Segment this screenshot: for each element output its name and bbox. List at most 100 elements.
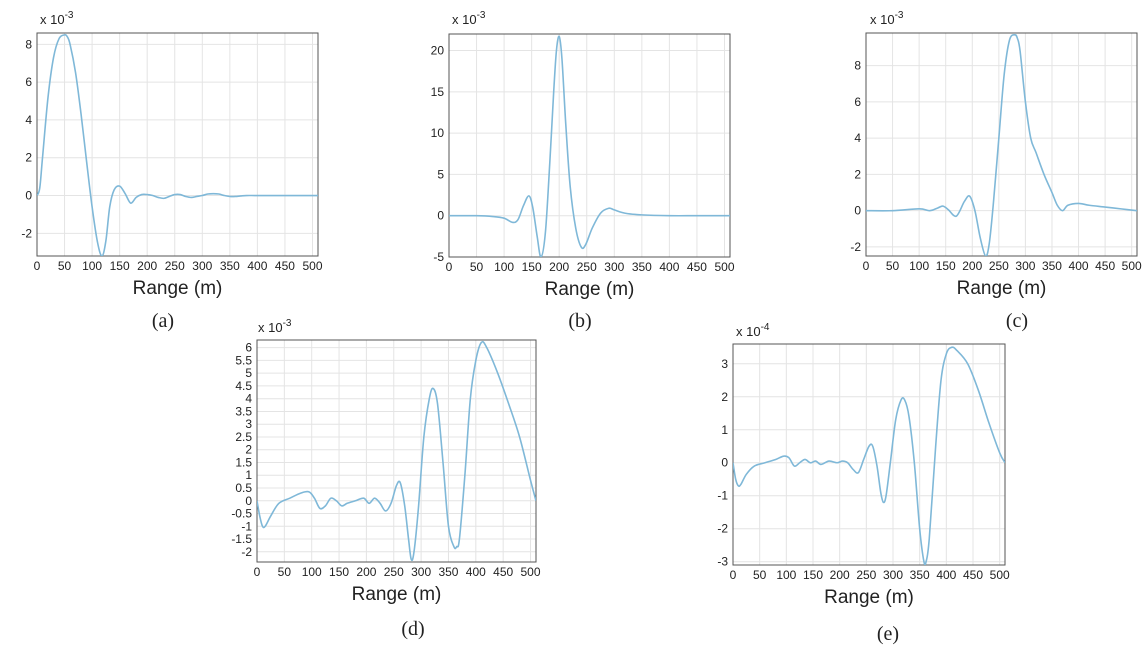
y-tick-label: 10 bbox=[431, 126, 445, 140]
x-tick-label: 100 bbox=[302, 565, 322, 579]
plot-area bbox=[37, 33, 318, 256]
grid bbox=[256, 340, 536, 562]
plot-area bbox=[257, 340, 536, 562]
x-tick-label: 350 bbox=[438, 565, 458, 579]
axes-frame bbox=[256, 339, 537, 563]
x-tick-label: 0 bbox=[863, 259, 870, 273]
y-exponent-label: x 10-4 bbox=[736, 322, 770, 339]
x-tick-label: 200 bbox=[830, 568, 850, 582]
y-tick-label: 0.5 bbox=[235, 481, 252, 495]
x-tick-label: 150 bbox=[110, 259, 130, 273]
panel-label: (b) bbox=[568, 310, 591, 332]
x-tick-label: 400 bbox=[1069, 259, 1089, 273]
plot-area bbox=[866, 33, 1137, 256]
x-tick-label: 450 bbox=[275, 259, 295, 273]
x-tick-label: 0 bbox=[446, 260, 453, 274]
x-tick-label: 0 bbox=[34, 259, 41, 273]
y-tick-label: -2 bbox=[717, 522, 728, 536]
y-exponent-label: x 10-3 bbox=[870, 10, 904, 27]
y-tick-label: 15 bbox=[431, 85, 445, 99]
x-tick-label: 450 bbox=[1095, 259, 1115, 273]
x-tick-label: 500 bbox=[714, 260, 734, 274]
y-tick-label: -2 bbox=[21, 226, 32, 240]
y-tick-label: -1 bbox=[241, 519, 252, 533]
y-tick-label: 2 bbox=[25, 151, 32, 165]
x-tick-label: 100 bbox=[776, 568, 796, 582]
x-tick-label: 500 bbox=[990, 568, 1010, 582]
series-line bbox=[733, 346, 1005, 565]
axes-frame bbox=[865, 32, 1138, 257]
y-tick-label: -2 bbox=[850, 240, 861, 254]
chart-panel-a: 0 50 100 150 200 250 300 350 400 450 500 -2 0 2 4 6 8 x 1… bbox=[21, 10, 322, 332]
x-tick-label: 200 bbox=[549, 260, 569, 274]
x-tick-label: 500 bbox=[1122, 259, 1142, 273]
x-tick-label: 250 bbox=[856, 568, 876, 582]
series-line bbox=[37, 34, 318, 256]
x-tick-label: 150 bbox=[522, 260, 542, 274]
y-tick-label: 6 bbox=[854, 95, 861, 109]
y-tick-label: 4 bbox=[25, 113, 32, 127]
x-tick-label: 100 bbox=[82, 259, 102, 273]
y-tick-label: -3 bbox=[717, 555, 728, 569]
y-tick-label: 4.5 bbox=[235, 379, 252, 393]
axes-frame bbox=[36, 32, 319, 257]
x-axis-label: Range (m) bbox=[133, 278, 223, 299]
x-tick-label: 50 bbox=[753, 568, 767, 582]
x-tick-label: 0 bbox=[254, 565, 261, 579]
y-tick-label: 0 bbox=[245, 494, 252, 508]
x-tick-label: 100 bbox=[494, 260, 514, 274]
panel-label: (d) bbox=[401, 618, 424, 640]
series-line bbox=[449, 35, 730, 257]
x-axis-label: Range (m) bbox=[957, 278, 1047, 299]
x-tick-label: 400 bbox=[936, 568, 956, 582]
x-tick-label: 200 bbox=[356, 565, 376, 579]
x-tick-label: 500 bbox=[302, 259, 322, 273]
x-tick-label: 350 bbox=[220, 259, 240, 273]
y-tick-label: 4 bbox=[245, 392, 252, 406]
y-tick-label: 5.5 bbox=[235, 353, 252, 367]
series-line bbox=[866, 33, 1137, 256]
y-multiplier-text: x 10 bbox=[870, 12, 895, 27]
y-tick-label: 1.5 bbox=[235, 455, 252, 469]
y-tick-label: 8 bbox=[25, 37, 32, 51]
y-multiplier-text: x 10 bbox=[736, 324, 761, 339]
x-tick-label: 200 bbox=[962, 259, 982, 273]
x-tick-label: 50 bbox=[470, 260, 484, 274]
y-tick-label: 0 bbox=[25, 189, 32, 203]
plot-area bbox=[733, 344, 1005, 565]
panel-label: (c) bbox=[1006, 310, 1028, 332]
y-tick-label: 0 bbox=[854, 204, 861, 218]
x-tick-label: 300 bbox=[411, 565, 431, 579]
panel-label: (e) bbox=[877, 623, 899, 645]
y-tick-label: 2.5 bbox=[235, 430, 252, 444]
y-multiplier-text: x 10 bbox=[452, 12, 477, 27]
x-tick-label: 350 bbox=[1042, 259, 1062, 273]
x-axis-label: Range (m) bbox=[352, 584, 442, 605]
x-tick-label: 400 bbox=[659, 260, 679, 274]
y-tick-label: 0 bbox=[437, 209, 444, 223]
y-tick-label: 0 bbox=[721, 456, 728, 470]
x-tick-label: 50 bbox=[58, 259, 72, 273]
y-tick-label: 6 bbox=[245, 341, 252, 355]
x-tick-label: 400 bbox=[466, 565, 486, 579]
y-exponent-label: x 10-3 bbox=[40, 10, 74, 27]
y-exponent-text: -3 bbox=[283, 318, 292, 329]
y-tick-label: -1 bbox=[717, 489, 728, 503]
y-tick-label: 4 bbox=[854, 131, 861, 145]
x-tick-label: 450 bbox=[963, 568, 983, 582]
axes-frame bbox=[448, 33, 731, 258]
x-axis-label: Range (m) bbox=[545, 279, 635, 300]
x-tick-label: 250 bbox=[384, 565, 404, 579]
x-tick-label: 500 bbox=[521, 565, 541, 579]
x-tick-label: 150 bbox=[936, 259, 956, 273]
chart-panel-b: 0 50 100 150 200 250 300 350 400 450 500-505101520… bbox=[431, 10, 735, 332]
y-tick-label: 8 bbox=[854, 59, 861, 73]
chart-panel-d: 0 50 100 150 200 250 300 350 400 450 500-2-1.5-1-0… bbox=[231, 318, 541, 640]
y-tick-label: 3.5 bbox=[235, 404, 252, 418]
x-tick-label: 450 bbox=[687, 260, 707, 274]
x-tick-label: 0 bbox=[730, 568, 737, 582]
y-tick-label: -2 bbox=[241, 545, 252, 559]
y-tick-label: 6 bbox=[25, 75, 32, 89]
